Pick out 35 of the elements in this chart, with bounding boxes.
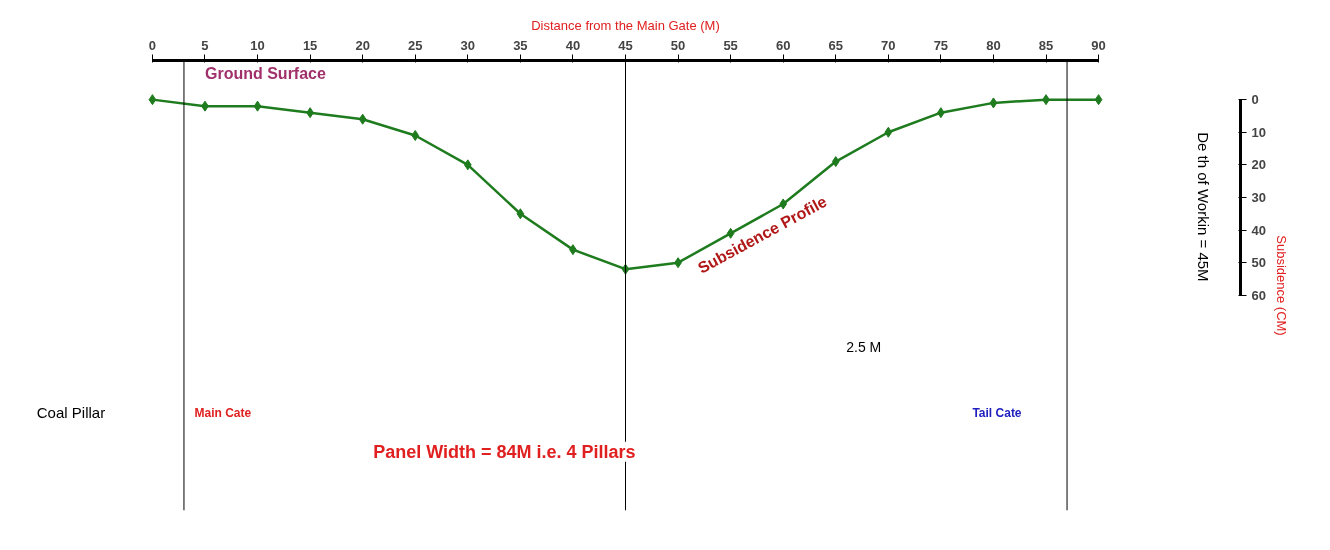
y-axis-title: Subsidence (CM) bbox=[1273, 235, 1289, 336]
x-tick-label: 15 bbox=[302, 37, 318, 53]
x-tick-label: 25 bbox=[408, 37, 423, 53]
text: Panel Width = 84M i.e. 4 Pillars bbox=[373, 441, 636, 462]
y-tick-label: 30 bbox=[1251, 189, 1266, 205]
x-tick-label: 10 bbox=[250, 37, 265, 53]
y-tick-label: 50 bbox=[1251, 255, 1266, 271]
text: Ground Surface bbox=[204, 65, 326, 83]
x-tick-label: 45 bbox=[618, 37, 633, 53]
y-tick-label: 0 bbox=[1251, 92, 1259, 108]
x-tick-label: 85 bbox=[1038, 37, 1054, 53]
x-tick-label: 20 bbox=[355, 37, 370, 53]
x-tick-label: 50 bbox=[670, 37, 686, 53]
x-axis-title: Distance from the Main Gate (M) bbox=[531, 17, 720, 33]
x-tick-label: 35 bbox=[513, 37, 528, 53]
x-tick-label: 55 bbox=[723, 37, 738, 53]
x-tick-label: 0 bbox=[148, 37, 157, 53]
text: Main Cate bbox=[194, 405, 252, 420]
x-tick-label: 90 bbox=[1091, 37, 1106, 53]
x-tick-label: 75 bbox=[933, 37, 949, 53]
text: De th of Workin = 45M bbox=[1195, 132, 1213, 282]
y-tick-label: 60 bbox=[1251, 287, 1266, 303]
x-tick-label: 40 bbox=[565, 37, 581, 53]
text: 2.5 M bbox=[846, 339, 882, 356]
x-tick-label: 30 bbox=[460, 37, 476, 53]
x-tick-label: 80 bbox=[986, 37, 1001, 53]
text: Coal Pillar bbox=[36, 404, 106, 422]
text: Tail Cate bbox=[972, 405, 1022, 420]
x-tick-label: 60 bbox=[775, 37, 791, 53]
x-tick-label: 70 bbox=[881, 37, 896, 53]
y-tick-label: 20 bbox=[1251, 157, 1266, 173]
x-tick-label: 5 bbox=[201, 37, 209, 53]
x-tick-label: 65 bbox=[828, 37, 843, 53]
y-tick-label: 40 bbox=[1251, 222, 1266, 238]
y-tick-label: 10 bbox=[1251, 124, 1266, 140]
